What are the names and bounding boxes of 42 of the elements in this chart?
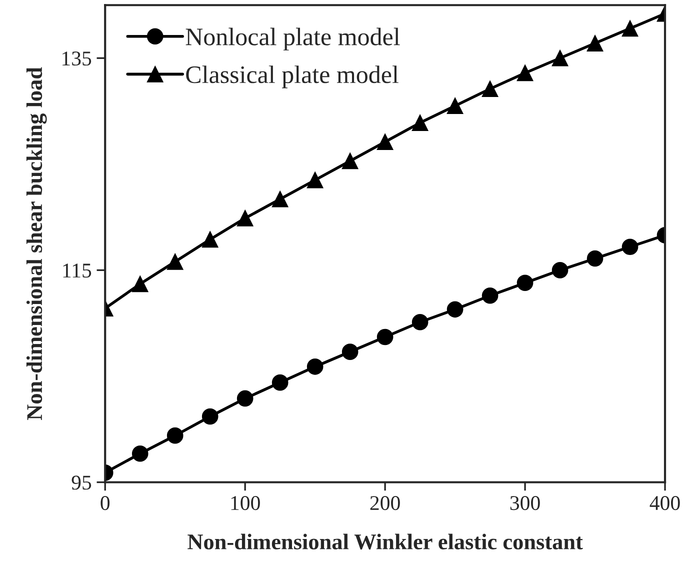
point	[166, 427, 184, 444]
y-axis-title: Non-dimensional shear buckling load	[26, 67, 47, 420]
x-tick-label: 0	[100, 496, 110, 510]
point	[412, 114, 428, 131]
point	[376, 328, 394, 346]
point	[236, 210, 254, 226]
point	[342, 344, 358, 360]
point	[586, 250, 604, 267]
point	[552, 262, 568, 278]
point	[132, 276, 148, 292]
point	[306, 172, 324, 188]
x-tick-label: 300	[510, 496, 540, 510]
y-tick-label: 95	[72, 476, 92, 490]
point	[272, 374, 288, 391]
point	[376, 134, 394, 150]
x-tick-label: 100	[231, 496, 260, 510]
point	[412, 314, 428, 330]
point	[552, 50, 568, 66]
point	[482, 287, 498, 304]
point	[516, 274, 534, 292]
point	[306, 358, 324, 375]
x-axis-title: Non-dimensional Winkler elastic constant	[188, 534, 583, 550]
x-tick-label: 400	[650, 496, 680, 510]
point	[622, 238, 638, 256]
x-tick-label: 200	[370, 496, 400, 510]
point	[202, 408, 218, 425]
point	[446, 301, 464, 318]
point	[482, 80, 498, 98]
point	[622, 20, 638, 37]
point	[586, 35, 604, 52]
y-tick-label: 135	[62, 52, 92, 66]
point	[236, 390, 254, 407]
y-tick-label: 115	[63, 264, 92, 278]
point	[132, 445, 148, 462]
point	[272, 190, 288, 208]
point	[342, 152, 358, 170]
point	[202, 231, 218, 248]
legend-label: Classical plate model	[186, 66, 398, 88]
point	[166, 254, 184, 270]
point	[516, 64, 534, 82]
legend-label: Nonlocal plate model	[186, 28, 400, 50]
point	[446, 98, 464, 114]
